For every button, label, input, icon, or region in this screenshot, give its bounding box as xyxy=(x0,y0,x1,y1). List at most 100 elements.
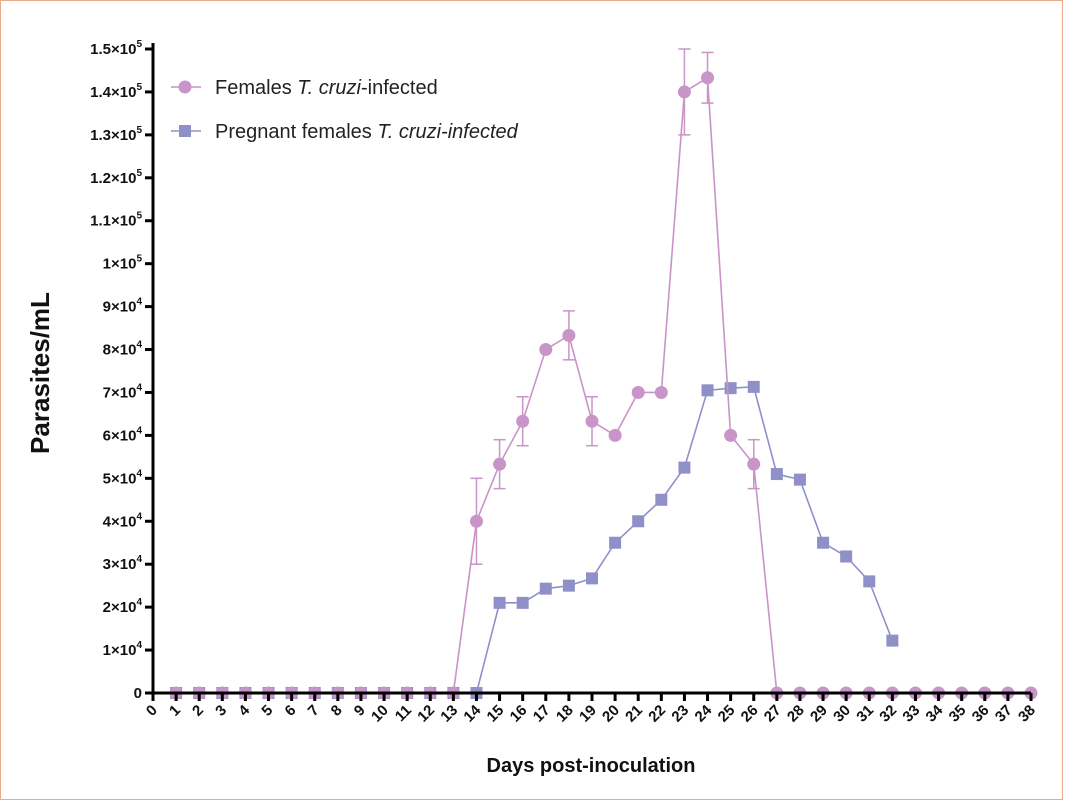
x-axis-title: Days post-inoculation xyxy=(487,755,696,777)
x-tick-label: 33 xyxy=(899,702,923,726)
y-tick-exponent: 4 xyxy=(136,511,142,522)
y-tick-mantissa: 1.1×10 xyxy=(90,213,136,230)
x-tick-label: 36 xyxy=(969,702,993,726)
x-tick-label: 29 xyxy=(807,702,831,726)
y-tick-label: 8×104 xyxy=(103,340,143,359)
data-point xyxy=(562,579,575,592)
y-tick-mantissa: 1×10 xyxy=(103,642,137,659)
y-tick-exponent: 4 xyxy=(136,340,142,351)
data-point xyxy=(747,380,760,393)
y-tick-mantissa: 4×10 xyxy=(103,513,137,530)
x-tick-label: 22 xyxy=(645,702,669,726)
data-point xyxy=(886,634,899,647)
x-tick-label: 13 xyxy=(437,702,461,726)
data-point xyxy=(562,328,576,342)
y-tick-label: 1×105 xyxy=(103,254,143,273)
y-tick-exponent: 4 xyxy=(136,597,142,608)
data-point xyxy=(677,85,691,99)
x-tick-label: 20 xyxy=(599,702,623,726)
y-tick-exponent: 4 xyxy=(136,425,142,436)
y-tick-mantissa: 6×10 xyxy=(103,427,137,444)
y-tick-mantissa: 1.3×10 xyxy=(90,127,136,144)
x-tick-label: 21 xyxy=(622,702,646,726)
y-tick-label: 1.4×105 xyxy=(90,82,142,101)
y-tick-mantissa: 1.5×10 xyxy=(90,41,136,58)
y-tick-mantissa: 9×10 xyxy=(103,299,137,316)
y-tick-mantissa: 5×10 xyxy=(103,470,137,487)
data-point xyxy=(655,493,668,506)
data-point xyxy=(469,514,483,528)
y-tick-mantissa: 8×10 xyxy=(103,342,137,359)
data-point xyxy=(609,536,622,549)
data-point xyxy=(793,473,806,486)
y-tick-label: 2×104 xyxy=(103,597,143,616)
x-tick-label: 38 xyxy=(1015,702,1039,726)
legend-label-part: -infected xyxy=(361,77,438,99)
x-tick-label: 27 xyxy=(761,702,785,726)
y-tick-label: 1.5×105 xyxy=(90,39,142,58)
legend-entry: Females T. cruzi-infected xyxy=(171,77,438,99)
y-tick-mantissa: 3×10 xyxy=(103,556,137,573)
y-tick-mantissa: 1.4×10 xyxy=(90,84,136,101)
y-tick-label: 3×104 xyxy=(103,554,143,573)
y-tick-label: 1×104 xyxy=(103,640,143,659)
y-tick-label: 7×104 xyxy=(103,382,143,401)
data-point xyxy=(654,385,668,399)
y-tick-exponent: 5 xyxy=(136,254,142,265)
series-layer xyxy=(169,48,1038,700)
y-tick-mantissa: 0 xyxy=(134,685,142,702)
x-tick-label: 31 xyxy=(853,702,877,726)
y-tick-mantissa: 1.2×10 xyxy=(90,170,136,187)
y-tick-exponent: 5 xyxy=(136,168,142,179)
x-tick-label: 19 xyxy=(576,702,600,726)
x-tick-label: 12 xyxy=(414,702,438,726)
x-tick-label: 7 xyxy=(305,702,323,720)
data-point xyxy=(678,461,691,474)
data-point xyxy=(586,572,598,585)
legend-label-part: Pregnant females xyxy=(215,121,377,143)
data-point xyxy=(840,550,853,563)
x-tick-label: 9 xyxy=(351,702,369,720)
y-tick-label: 6×104 xyxy=(103,425,143,444)
y-tick-exponent: 5 xyxy=(136,125,142,136)
y-tick-exponent: 4 xyxy=(136,554,142,565)
legend-circle-marker xyxy=(178,80,192,94)
y-tick-mantissa: 1×10 xyxy=(103,256,137,273)
series-line xyxy=(176,76,1031,694)
x-tick-label: 16 xyxy=(507,702,531,726)
legend-entry: Pregnant females T. cruzi-infected xyxy=(171,121,519,143)
x-tick-label: 25 xyxy=(715,702,739,726)
data-point xyxy=(539,343,553,357)
x-tick-label: 11 xyxy=(392,702,415,725)
data-point xyxy=(770,468,783,481)
y-tick-label: 1.1×105 xyxy=(90,211,142,230)
x-tick-label: 5 xyxy=(258,702,276,720)
y-tick-label: 1.2×105 xyxy=(90,168,142,187)
data-point xyxy=(817,536,830,549)
y-tick-label: 9×104 xyxy=(103,297,143,316)
x-tick-label: 8 xyxy=(328,702,346,720)
x-tick-label: 34 xyxy=(923,701,947,725)
series-females xyxy=(169,48,1038,700)
data-point xyxy=(516,414,530,428)
x-tick-label: 6 xyxy=(282,702,300,720)
x-tick-label: 10 xyxy=(368,702,392,726)
x-tick-label: 1 xyxy=(166,702,184,720)
y-tick-exponent: 5 xyxy=(136,211,142,222)
y-tick-mantissa: 7×10 xyxy=(103,384,137,401)
legend-label: Pregnant females T. cruzi-infected xyxy=(215,121,519,143)
x-tick-label: 17 xyxy=(530,702,554,726)
data-point xyxy=(701,384,714,397)
y-tick-label: 5×104 xyxy=(103,468,143,487)
data-point xyxy=(493,457,507,471)
x-tick-label: 3 xyxy=(212,702,230,720)
data-point xyxy=(539,582,552,595)
x-tick-label: 18 xyxy=(553,702,577,726)
x-tick-label: 15 xyxy=(484,702,508,726)
x-tick-label: 4 xyxy=(235,701,253,719)
legend: Females T. cruzi-infected Pregnant female… xyxy=(171,77,519,143)
y-tick-exponent: 4 xyxy=(136,468,142,479)
data-point xyxy=(608,428,622,442)
